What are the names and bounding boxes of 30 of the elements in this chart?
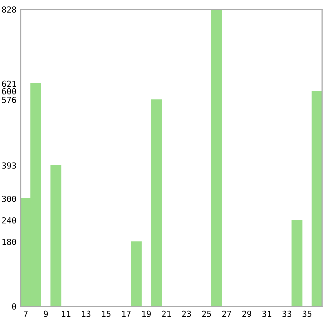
x-tick-label: 33 <box>282 310 292 318</box>
y-tick-label: 576 <box>2 97 16 104</box>
x-tick-label: 17 <box>122 311 131 318</box>
x-tick-label: 27 <box>222 310 232 318</box>
y-tick-label: 180 <box>2 239 16 246</box>
x-tick-label: 19 <box>142 310 151 318</box>
y-tick-label: 828 <box>2 6 16 13</box>
y-tick-label: 0 <box>12 304 16 310</box>
y-tick-label: 393 <box>2 162 16 169</box>
bar <box>131 242 142 307</box>
bar <box>211 10 222 307</box>
x-tick-label: 13 <box>82 310 91 318</box>
x-tick-label: 25 <box>202 310 212 318</box>
bar <box>151 100 162 307</box>
x-tick-label: 23 <box>182 310 192 318</box>
y-tick-label: 240 <box>2 217 16 224</box>
x-tick-label: 15 <box>102 311 111 318</box>
x-tick-label: 9 <box>44 310 48 318</box>
x-tick-label: 11 <box>62 311 71 318</box>
x-tick-label: 31 <box>262 310 272 318</box>
x-tick-label: 21 <box>162 310 172 318</box>
x-tick-label: 29 <box>242 310 252 318</box>
bar <box>292 220 303 307</box>
y-tick-label: 600 <box>2 88 16 95</box>
bar <box>50 165 62 307</box>
x-tick-label: 35 <box>302 310 312 318</box>
y-tick-label: 621 <box>2 80 16 88</box>
bar <box>312 90 322 307</box>
y-tick-label: 300 <box>2 196 16 202</box>
x-tick-label: 7 <box>24 311 28 318</box>
